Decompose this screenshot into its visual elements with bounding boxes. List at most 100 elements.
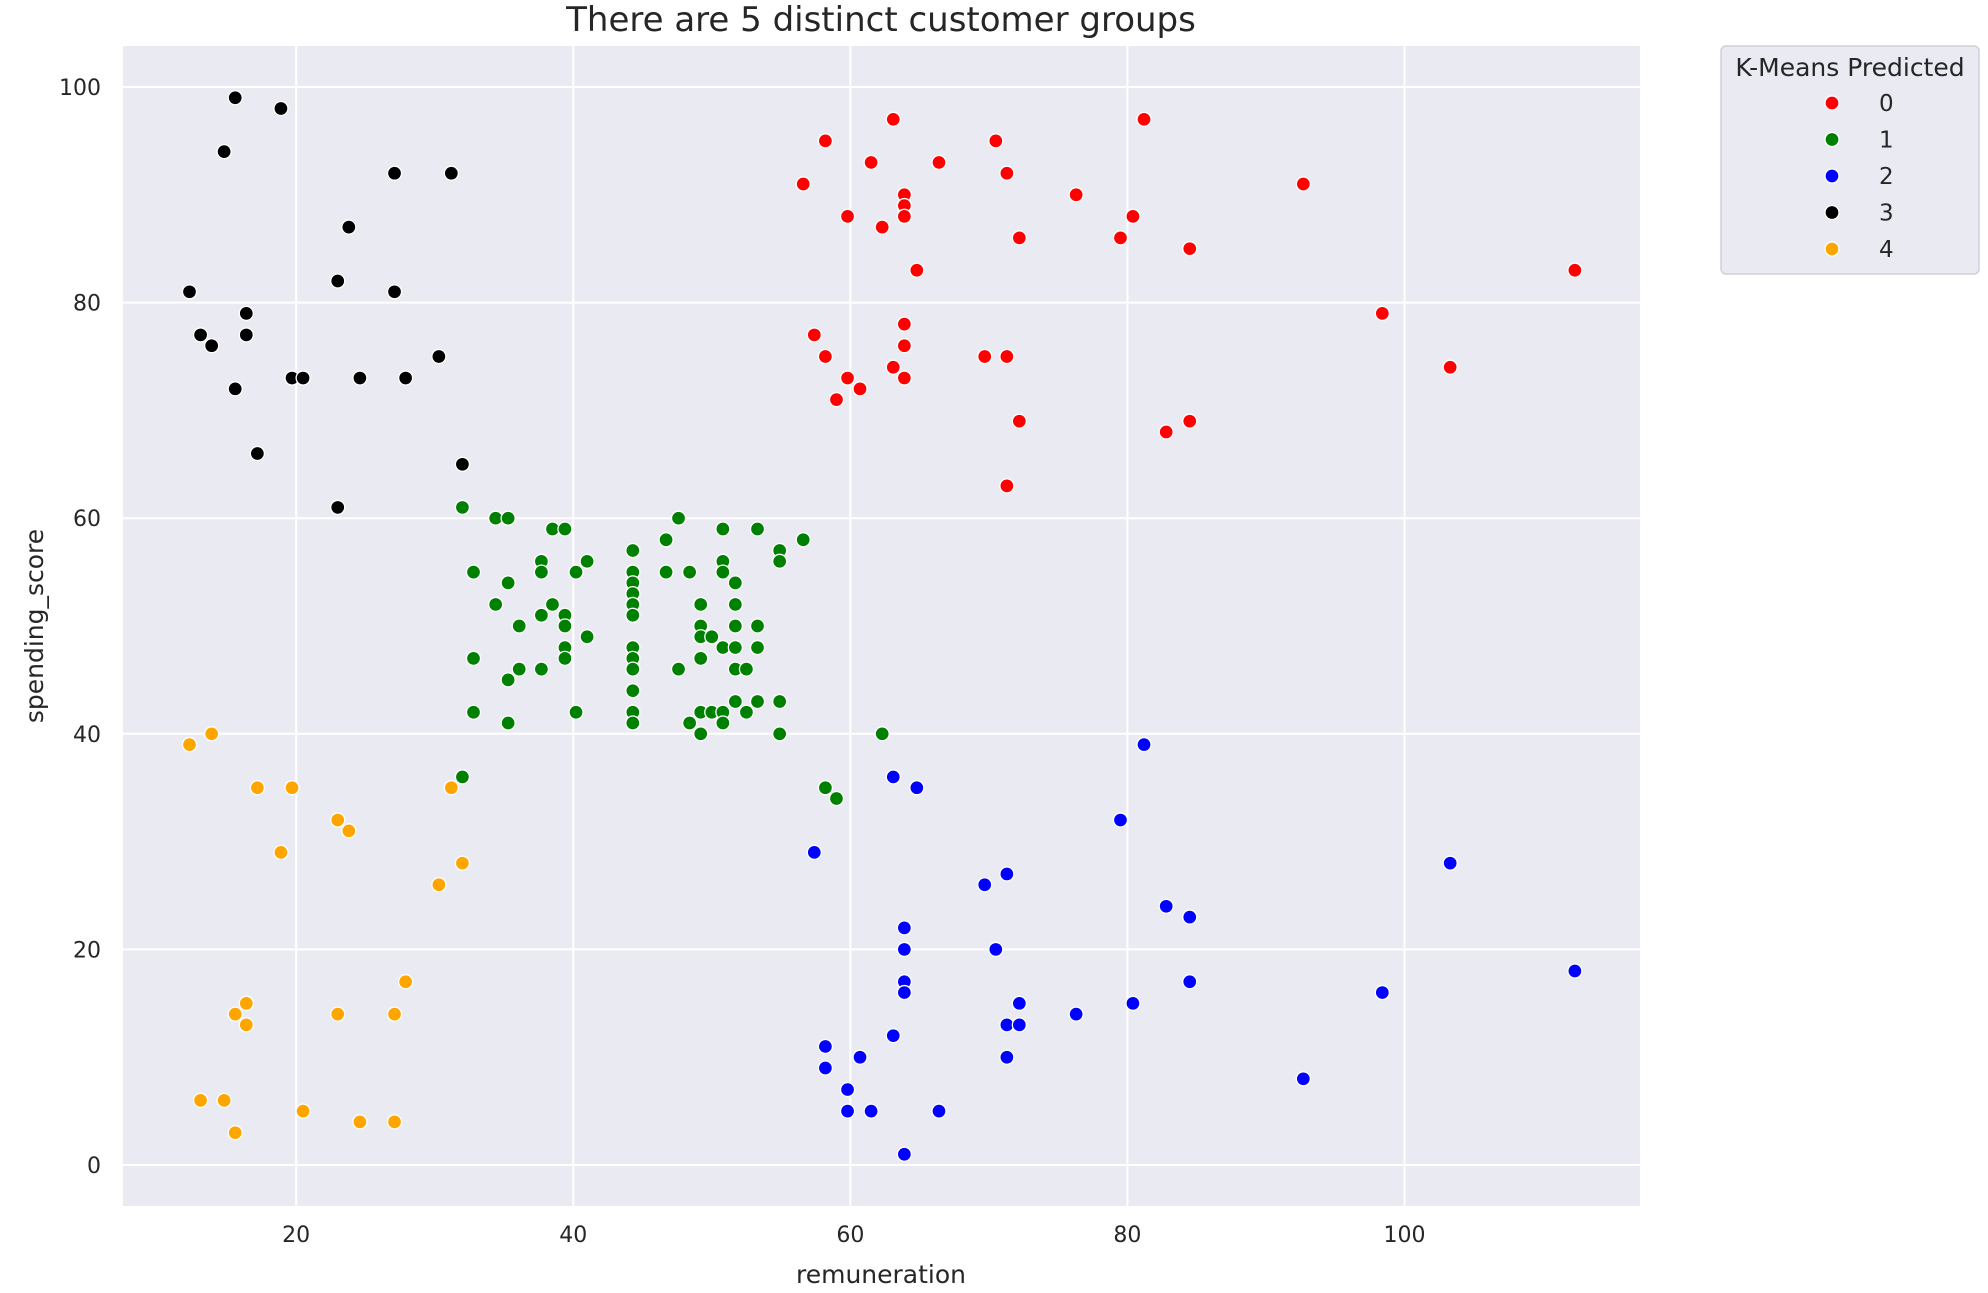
data-point-cluster-3 xyxy=(216,144,232,160)
legend-label-0: 0 xyxy=(1879,91,1894,117)
data-point-cluster-1 xyxy=(670,510,687,526)
data-point-cluster-1 xyxy=(715,521,731,537)
data-point-cluster-0 xyxy=(909,262,925,278)
data-point-cluster-0 xyxy=(839,208,856,224)
data-point-cluster-1 xyxy=(533,607,550,623)
data-point-cluster-1 xyxy=(500,715,516,731)
data-point-cluster-2 xyxy=(977,877,993,893)
data-point-cluster-2 xyxy=(1125,995,1141,1011)
data-point-cluster-4 xyxy=(341,823,357,839)
data-point-cluster-0 xyxy=(1125,208,1141,224)
y-tick-label: 80 xyxy=(73,292,101,317)
data-point-cluster-0 xyxy=(1112,230,1129,246)
data-point-cluster-2 xyxy=(1011,995,1027,1011)
data-point-cluster-2 xyxy=(896,984,913,1001)
data-point-cluster-4 xyxy=(227,1006,243,1022)
y-axis-label: spending_score xyxy=(20,529,49,723)
data-point-cluster-3 xyxy=(341,219,357,235)
data-point-cluster-4 xyxy=(216,1092,232,1108)
data-point-cluster-1 xyxy=(533,661,550,677)
data-point-cluster-0 xyxy=(999,478,1015,494)
data-point-cluster-4 xyxy=(227,1125,243,1141)
data-point-cluster-0 xyxy=(896,338,913,354)
data-point-cluster-1 xyxy=(465,564,482,580)
data-point-cluster-1 xyxy=(681,564,698,580)
data-point-cluster-0 xyxy=(1182,413,1198,429)
data-point-cluster-0 xyxy=(817,133,834,149)
data-points xyxy=(181,90,1583,1162)
data-point-cluster-2 xyxy=(896,1146,913,1162)
legend: K-Means Predicted 0 1 2 3 4 xyxy=(1720,45,1980,275)
data-point-cluster-2 xyxy=(1182,909,1198,925)
data-point-cluster-2 xyxy=(1442,855,1458,871)
data-point-cluster-2 xyxy=(863,1103,879,1119)
data-point-cluster-2 xyxy=(817,1060,834,1076)
data-point-cluster-1 xyxy=(625,715,641,731)
data-point-cluster-0 xyxy=(885,359,901,375)
data-point-cluster-0 xyxy=(1442,359,1458,375)
x-axis-label: remuneration xyxy=(796,1260,966,1289)
y-tick-label: 100 xyxy=(59,76,101,101)
data-point-cluster-2 xyxy=(1295,1071,1312,1087)
y-tick-label: 0 xyxy=(87,1154,101,1179)
data-point-cluster-0 xyxy=(852,381,868,397)
data-point-cluster-0 xyxy=(1136,111,1152,127)
data-point-cluster-1 xyxy=(727,639,743,656)
data-point-cluster-3 xyxy=(330,499,346,516)
x-tick-label: 100 xyxy=(1383,1223,1425,1248)
data-point-cluster-4 xyxy=(249,780,266,796)
data-point-cluster-1 xyxy=(500,672,516,688)
data-point-cluster-1 xyxy=(772,693,788,710)
data-point-cluster-3 xyxy=(273,100,289,117)
data-point-cluster-2 xyxy=(1068,1006,1084,1022)
data-point-cluster-1 xyxy=(454,769,471,785)
legend-label-2: 2 xyxy=(1879,164,1894,190)
data-point-cluster-0 xyxy=(999,165,1015,181)
x-tick-label: 40 xyxy=(559,1223,587,1248)
data-point-cluster-1 xyxy=(715,715,731,731)
data-point-cluster-1 xyxy=(625,607,641,623)
y-tick-label: 20 xyxy=(73,938,101,963)
data-point-cluster-1 xyxy=(533,564,550,580)
data-point-cluster-4 xyxy=(386,1006,403,1022)
data-point-cluster-2 xyxy=(931,1103,947,1119)
data-point-cluster-3 xyxy=(227,381,243,397)
grid-lines xyxy=(123,46,1640,1206)
data-point-cluster-3 xyxy=(227,90,243,106)
data-point-cluster-0 xyxy=(1158,424,1174,440)
data-point-cluster-4 xyxy=(295,1103,311,1119)
data-point-cluster-1 xyxy=(557,618,573,634)
data-point-cluster-0 xyxy=(988,133,1004,149)
data-point-cluster-0 xyxy=(1295,176,1312,192)
data-point-cluster-1 xyxy=(511,661,527,677)
data-point-cluster-4 xyxy=(238,995,254,1011)
x-tick-label: 20 xyxy=(282,1223,310,1248)
data-point-cluster-0 xyxy=(896,316,913,332)
data-point-cluster-1 xyxy=(500,510,516,526)
data-point-cluster-1 xyxy=(465,704,482,720)
data-point-cluster-1 xyxy=(625,683,641,699)
data-point-cluster-2 xyxy=(999,1049,1015,1065)
legend-title: K-Means Predicted xyxy=(1735,53,1964,82)
data-point-cluster-1 xyxy=(738,704,755,720)
data-point-cluster-3 xyxy=(204,338,220,354)
data-point-cluster-1 xyxy=(511,618,527,634)
data-point-cluster-1 xyxy=(795,532,811,548)
data-point-cluster-1 xyxy=(557,521,573,537)
data-point-cluster-3 xyxy=(386,165,403,181)
legend-items: 0 1 2 3 4 xyxy=(1824,91,1894,263)
plot-area xyxy=(123,46,1640,1206)
data-point-cluster-2 xyxy=(909,780,925,796)
data-point-cluster-4 xyxy=(386,1114,403,1130)
data-point-cluster-0 xyxy=(806,327,822,343)
data-point-cluster-0 xyxy=(863,154,879,171)
legend-marker-0 xyxy=(1824,95,1840,111)
legend-label-4: 4 xyxy=(1879,237,1894,263)
data-point-cluster-1 xyxy=(828,790,845,807)
data-point-cluster-1 xyxy=(727,618,743,634)
data-point-cluster-2 xyxy=(1011,1017,1027,1033)
data-point-cluster-1 xyxy=(738,661,755,677)
data-point-cluster-4 xyxy=(273,844,289,861)
data-point-cluster-1 xyxy=(693,650,709,666)
